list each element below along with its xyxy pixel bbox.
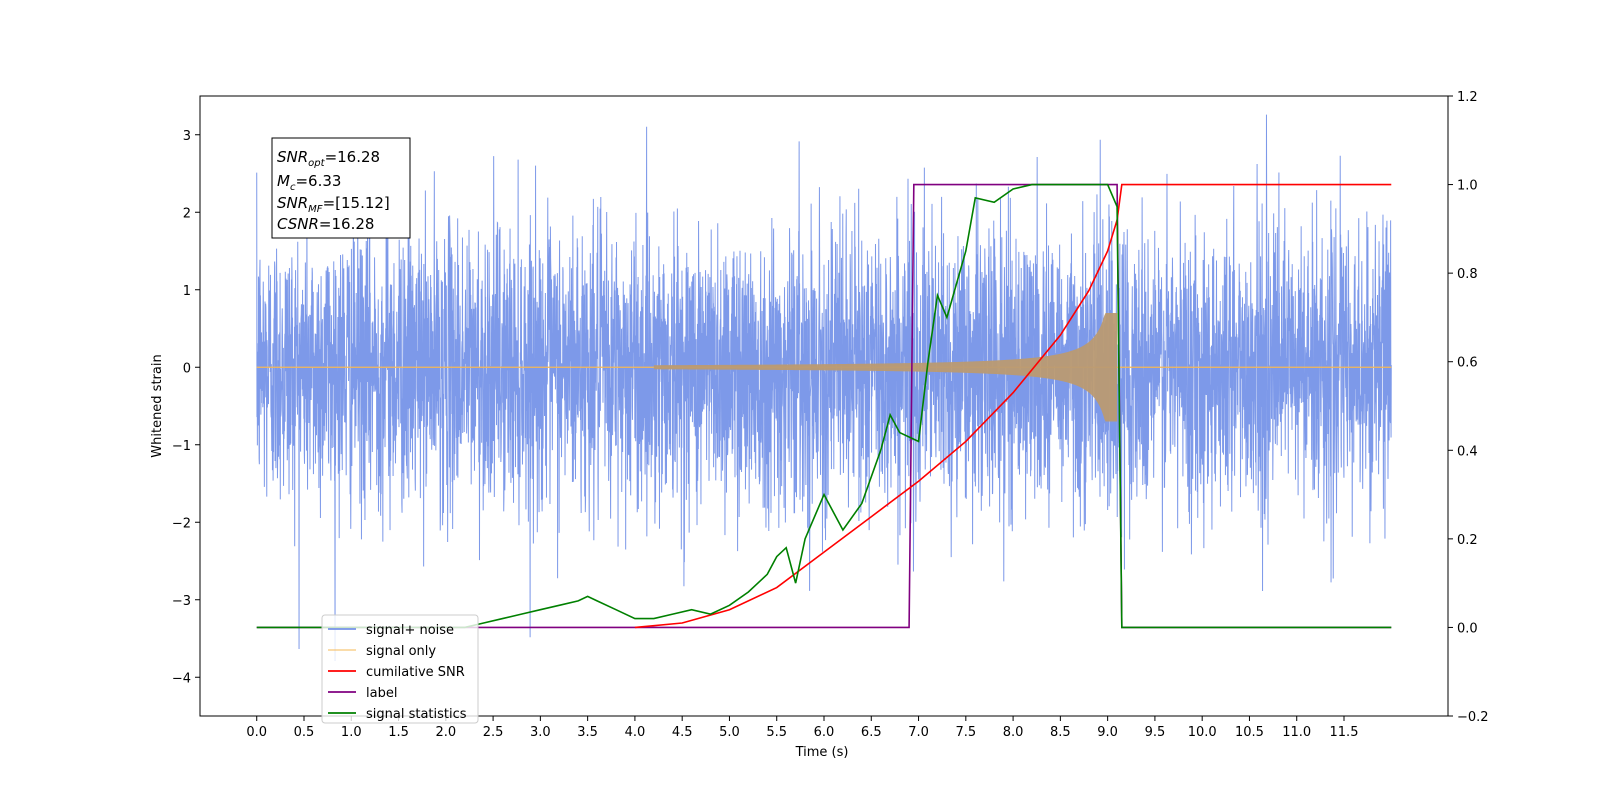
y-axis: 3 2 1 0 −1 −2 −3 −4	[172, 129, 200, 686]
y2-tick-label: 0.6	[1457, 356, 1478, 371]
legend-label: cumilative SNR	[366, 665, 465, 680]
x-tick-label: 9.5	[1145, 725, 1166, 740]
annotation-box: SNRopt=16.28 Mc=6.33 SNRMF=[15.12] CSNR=…	[271, 137, 411, 239]
annotation-snr-opt: =16.28	[325, 148, 381, 166]
x-tick-label: 6.0	[814, 725, 835, 740]
annotation-mc: =6.33	[295, 172, 341, 190]
x-tick-label: 2.0	[435, 725, 456, 740]
x-tick-label: 8.5	[1050, 725, 1071, 740]
y2-axis: 1.2 1.0 0.8 0.6 0.4 0.2 0.0 −0.2	[1448, 90, 1489, 725]
y-tick-label: −3	[172, 594, 191, 609]
legend-label: signal statistics	[366, 707, 467, 722]
svg-text:SNRMF=[15.12]: SNRMF=[15.12]	[277, 194, 390, 215]
y2-tick-label: 1.2	[1457, 90, 1478, 105]
y-tick-label: 1	[183, 284, 191, 299]
y-axis-label: Whitened strain	[150, 354, 165, 457]
x-axis: 0.0 0.5 1.0 1.5 2.0 2.5 3.0 3.5 4.0 4.5 5.0 5.5 6.0 6…	[246, 716, 1358, 740]
x-tick-label: 10.0	[1188, 725, 1217, 740]
legend: signal+ noise signal only cumilative SNR la…	[321, 614, 479, 724]
y2-tick-label: −0.2	[1457, 710, 1489, 725]
signal-statistics-line	[256, 183, 1392, 629]
y-tick-label: −2	[172, 516, 191, 531]
cumulative-snr-line	[634, 183, 1392, 629]
x-tick-label: 0.5	[294, 725, 315, 740]
x-tick-label: 11.5	[1330, 725, 1359, 740]
signal-noise-line	[256, 114, 1392, 661]
x-tick-label: 8.0	[1003, 725, 1024, 740]
y2-tick-label: 0.8	[1457, 267, 1478, 282]
x-tick-label: 2.5	[483, 725, 504, 740]
x-tick-label: 7.0	[908, 725, 929, 740]
x-tick-label: 5.5	[766, 725, 787, 740]
x-tick-label: 3.0	[530, 725, 551, 740]
right-axis-series	[256, 183, 1392, 629]
x-axis-label: Time (s)	[795, 745, 849, 760]
annotation-frame	[271, 137, 411, 239]
svg-text:SNRopt=16.28: SNRopt=16.28	[277, 148, 380, 169]
legend-label: signal+ noise	[366, 623, 454, 638]
y2-tick-label: 1.0	[1457, 179, 1478, 194]
x-tick-label: 9.0	[1097, 725, 1118, 740]
x-tick-label: 1.5	[388, 725, 409, 740]
x-tick-label: 0.0	[246, 725, 267, 740]
signal-noise-series	[256, 114, 1392, 661]
x-tick-label: 11.0	[1282, 725, 1311, 740]
svg-text:CSNR=16.28: CSNR=16.28	[277, 215, 374, 233]
y-tick-label: −4	[172, 671, 191, 686]
legend-label: signal only	[366, 644, 436, 659]
plot-area	[256, 114, 1392, 661]
signal-only-series	[256, 313, 1392, 422]
x-tick-label: 4.5	[672, 725, 693, 740]
x-tick-label: 3.5	[577, 725, 598, 740]
y-tick-label: 3	[183, 129, 191, 144]
x-tick-label: 5.0	[719, 725, 740, 740]
legend-label: label	[366, 686, 397, 701]
y2-tick-label: 0.2	[1457, 533, 1478, 548]
x-tick-label: 4.0	[625, 725, 646, 740]
x-tick-label: 1.0	[341, 725, 362, 740]
signal-only-envelope	[653, 313, 1118, 422]
svg-text:Mc=6.33: Mc=6.33	[277, 172, 341, 193]
y-tick-label: −1	[172, 439, 191, 454]
y2-tick-label: 0.0	[1457, 621, 1478, 636]
annotation-csnr: =16.28	[319, 215, 375, 233]
y-tick-label: 0	[183, 361, 191, 376]
x-tick-label: 7.5	[955, 725, 976, 740]
y-tick-label: 2	[183, 206, 191, 221]
x-tick-label: 10.5	[1235, 725, 1264, 740]
annotation-snr-mf: =[15.12]	[323, 194, 390, 212]
legend-frame	[321, 614, 479, 724]
x-tick-label: 6.5	[861, 725, 882, 740]
y2-tick-label: 0.4	[1457, 444, 1478, 459]
